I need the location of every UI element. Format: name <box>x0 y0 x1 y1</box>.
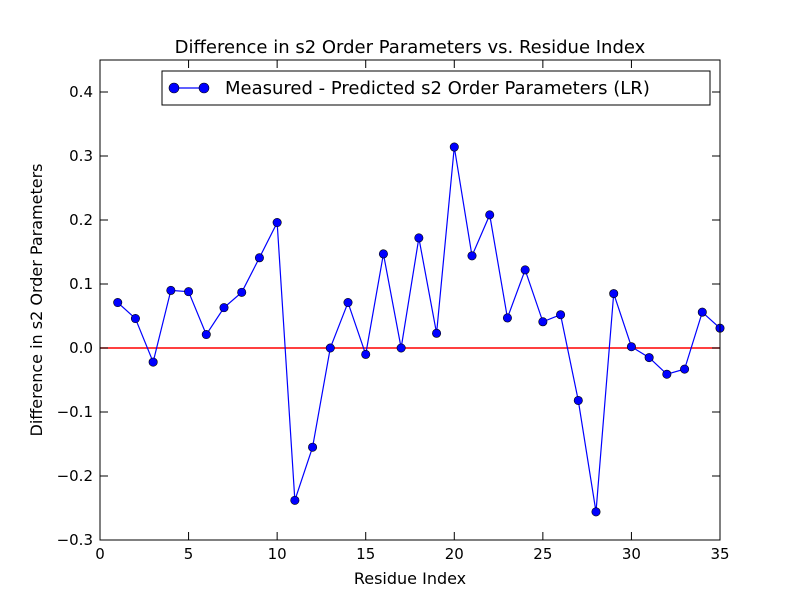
legend-label: Measured - Predicted s2 Order Parameters… <box>225 78 650 99</box>
data-point <box>396 343 406 353</box>
x-tick-label: 20 <box>445 545 464 563</box>
data-point <box>467 251 477 261</box>
plot-area <box>100 142 725 517</box>
data-point <box>609 289 619 299</box>
x-tick-label: 25 <box>533 545 552 563</box>
data-point <box>130 314 140 324</box>
data-point <box>449 142 459 152</box>
x-axis-label: Residue Index <box>354 569 466 588</box>
data-point <box>272 218 282 228</box>
x-tick-label: 35 <box>710 545 729 563</box>
x-tick-label: 10 <box>268 545 287 563</box>
x-tick-label: 30 <box>622 545 641 563</box>
data-point <box>343 298 353 308</box>
y-tick-label: 0.3 <box>69 147 93 165</box>
y-axis-label: Difference in s2 Order Parameters <box>27 164 46 437</box>
data-point <box>148 357 158 367</box>
legend: Measured - Predicted s2 Order Parameters… <box>161 70 711 106</box>
y-tick-label: 0.0 <box>69 339 93 357</box>
data-point <box>308 442 318 452</box>
data-point <box>573 395 583 405</box>
legend-marker <box>168 82 180 94</box>
x-tick-label: 0 <box>95 545 105 563</box>
data-point <box>237 287 247 297</box>
data-point <box>644 353 654 363</box>
legend-marker <box>198 82 210 94</box>
data-point <box>697 307 707 317</box>
data-point <box>556 310 566 320</box>
data-point <box>219 303 229 313</box>
data-point <box>485 210 495 220</box>
data-point <box>538 317 548 327</box>
data-point <box>184 287 194 297</box>
x-tick-label: 15 <box>356 545 375 563</box>
data-point <box>254 253 264 263</box>
data-point <box>680 364 690 374</box>
data-point <box>361 349 371 359</box>
series-line <box>117 146 721 512</box>
data-point <box>520 265 530 275</box>
y-axis: −0.3 −0.2 −0.1 0.0 0.1 0.2 0.3 0.4 <box>57 83 720 549</box>
legend-box <box>161 70 711 106</box>
y-tick-label: −0.1 <box>57 403 93 421</box>
data-point <box>378 249 388 259</box>
y-tick-label: 0.4 <box>69 83 93 101</box>
data-point <box>113 298 123 308</box>
data-point <box>325 343 335 353</box>
x-axis: 0 5 10 15 20 25 30 35 <box>95 60 730 563</box>
plot-frame <box>99 59 721 541</box>
data-point <box>432 328 442 338</box>
data-point <box>626 342 636 352</box>
data-point <box>502 313 512 323</box>
data-point <box>201 330 211 340</box>
chart-title: Difference in s2 Order Parameters vs. Re… <box>175 37 646 58</box>
y-tick-label: 0.1 <box>69 275 93 293</box>
y-tick-label: −0.3 <box>57 531 93 549</box>
data-point <box>662 369 672 379</box>
data-point <box>290 495 300 505</box>
data-point <box>414 233 424 243</box>
data-point <box>591 507 601 517</box>
y-tick-label: −0.2 <box>57 467 93 485</box>
x-tick-label: 5 <box>184 545 194 563</box>
data-point <box>166 285 176 295</box>
y-tick-label: 0.2 <box>69 211 93 229</box>
